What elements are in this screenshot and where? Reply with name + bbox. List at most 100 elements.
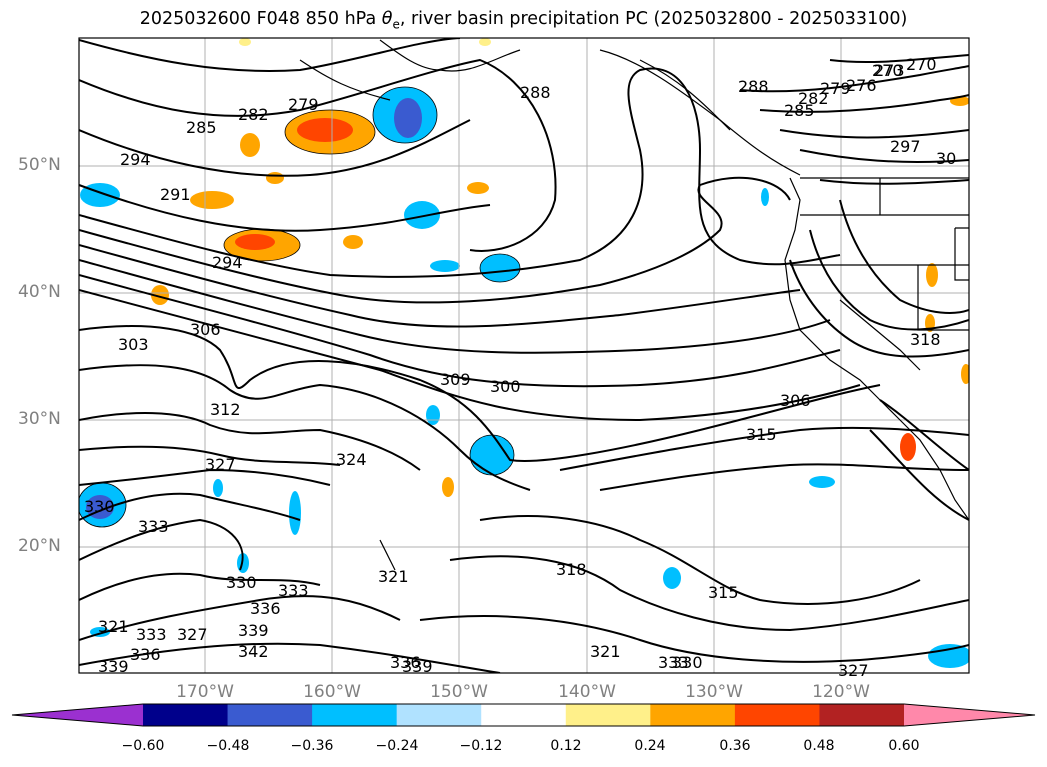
contour-label: 315	[746, 425, 777, 444]
colorbar-tick: 0.48	[803, 738, 835, 754]
lon-label-120w: 120°W	[812, 682, 870, 702]
contour-label: 306	[780, 391, 811, 410]
lat-label-30n: 30°N	[18, 409, 61, 429]
contour-label: 342	[238, 642, 269, 661]
colorbar-tick: −0.48	[206, 738, 250, 754]
precip-blob	[442, 477, 454, 497]
colorbar-cell	[734, 704, 820, 726]
precip-outlines	[79, 86, 521, 528]
precip-blob	[479, 38, 491, 46]
contour-label: 327	[838, 661, 869, 680]
contour-label: 330	[672, 653, 703, 672]
lat-label-20n: 20°N	[18, 536, 61, 556]
contour-label: 279	[288, 95, 319, 114]
colorbar-cells	[143, 704, 905, 726]
precip-blob	[928, 644, 969, 668]
colorbar-tick: 0.36	[719, 738, 751, 754]
precip-blob	[151, 285, 169, 305]
lat-label-40n: 40°N	[18, 282, 61, 302]
map-frame	[78, 37, 970, 674]
lon-label-130w: 130°W	[685, 682, 743, 702]
contour-label: 282	[798, 89, 829, 108]
contour-label-group: 270 270 273 276 279 282 285 288 288 279 …	[84, 55, 956, 680]
colorbar-cell	[227, 704, 313, 726]
contour-label: 339	[238, 621, 269, 640]
precip-blob	[663, 567, 681, 589]
colorbar-cell	[312, 704, 398, 726]
contour-label: 324	[336, 450, 367, 469]
contour-label: 285	[784, 101, 815, 120]
contour-label: 318	[556, 560, 587, 579]
contour-label: 300	[490, 377, 521, 396]
contour-label: 327	[177, 625, 208, 644]
colorbar-overflow-triangle	[904, 704, 1035, 726]
precip-blob	[809, 476, 835, 488]
precip-blob	[213, 479, 223, 497]
precip-blob	[426, 405, 440, 425]
contour-label: 270	[872, 61, 903, 80]
precip-blob	[470, 435, 514, 475]
precip-blob	[467, 182, 489, 194]
lon-label-170w: 170°W	[176, 682, 234, 702]
precip-shading	[79, 38, 969, 668]
contour-label: 273	[874, 61, 905, 80]
contour-label: 333	[278, 581, 309, 600]
contour-label: 327	[205, 455, 236, 474]
map-title: 2025032600 F048 850 hPa θe, river basin …	[139, 9, 908, 32]
precip-blob	[190, 191, 234, 209]
colorbar-underflow-triangle	[12, 704, 143, 726]
contour-label: 336	[250, 599, 281, 618]
precip-blob	[961, 364, 969, 384]
coastlines	[299, 39, 969, 571]
colorbar-tick: −0.24	[375, 738, 419, 754]
contour-label: 279	[820, 79, 851, 98]
contour-label: 306	[190, 320, 221, 339]
lon-label-160w: 160°W	[303, 682, 361, 702]
precip-blob	[239, 38, 251, 46]
precip-blob	[430, 260, 460, 272]
contour-label: 294	[120, 150, 151, 169]
contour-label: 318	[910, 330, 941, 349]
precip-blob	[235, 234, 275, 250]
colorbar-tick: −0.12	[459, 738, 503, 754]
colorbar-cell	[650, 704, 736, 726]
gridlines	[79, 38, 969, 673]
contour-label: 333	[138, 517, 169, 536]
contour-label: 336	[130, 645, 161, 664]
theta-e-contours	[79, 38, 969, 673]
contour-label: 276	[846, 76, 877, 95]
contour-label: 285	[186, 118, 217, 137]
lon-label-140w: 140°W	[558, 682, 616, 702]
contour-label: 294	[212, 253, 243, 272]
precip-blob	[343, 235, 363, 249]
contour-label: 339	[98, 657, 129, 676]
contour-label: 321	[590, 642, 621, 661]
contour-label: 297	[890, 137, 921, 156]
contour-label: 30	[936, 149, 956, 168]
precip-blob	[480, 254, 520, 282]
contour-label: 303	[118, 335, 149, 354]
contour-label: 321	[378, 567, 409, 586]
colorbar-tick: 0.24	[634, 738, 666, 754]
contour-label: 309	[440, 370, 471, 389]
precip-blob	[297, 118, 353, 142]
contour-label: 330	[84, 497, 115, 516]
contour-label: 333	[658, 653, 689, 672]
colorbar-cell	[565, 704, 651, 726]
contour-label: 321	[98, 617, 129, 636]
contour-label: 315	[708, 583, 739, 602]
precip-blob	[900, 433, 916, 461]
precip-blob	[404, 201, 440, 229]
colorbar-cell	[481, 704, 567, 726]
colorbar-outline	[11, 703, 1036, 727]
colorbar	[11, 703, 1036, 727]
lat-label-50n: 50°N	[18, 155, 61, 175]
contour-label: 333	[136, 625, 167, 644]
lon-label-150w: 150°W	[430, 682, 488, 702]
contour-label: 312	[210, 400, 241, 419]
precip-blob	[394, 98, 422, 138]
colorbar-tick: 0.60	[888, 738, 920, 754]
precip-blob	[266, 172, 284, 184]
contour-label: 288	[520, 83, 551, 102]
colorbar-tick: −0.36	[290, 738, 334, 754]
